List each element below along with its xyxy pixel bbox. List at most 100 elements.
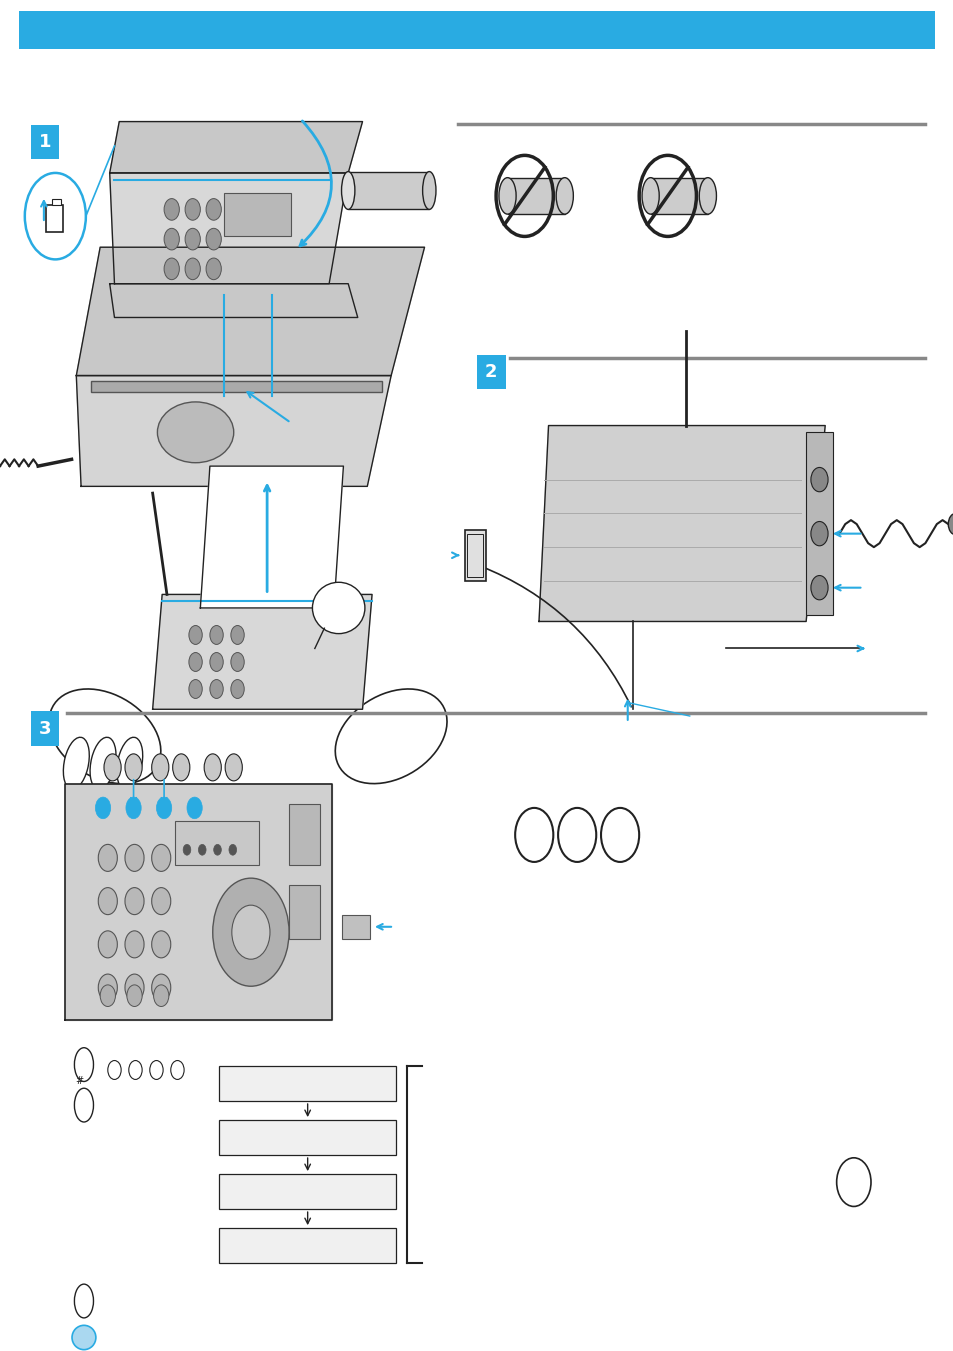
Circle shape xyxy=(206,258,221,280)
Circle shape xyxy=(187,797,202,819)
Circle shape xyxy=(231,653,244,671)
Bar xyxy=(476,355,505,389)
Circle shape xyxy=(125,931,144,958)
Circle shape xyxy=(810,521,827,546)
Ellipse shape xyxy=(104,754,121,781)
Circle shape xyxy=(156,797,172,819)
Circle shape xyxy=(185,228,200,250)
Circle shape xyxy=(210,653,223,671)
Ellipse shape xyxy=(63,738,90,789)
Circle shape xyxy=(210,680,223,698)
Bar xyxy=(19,11,934,49)
Circle shape xyxy=(152,974,171,1001)
Ellipse shape xyxy=(699,178,716,213)
Polygon shape xyxy=(110,122,362,173)
Circle shape xyxy=(98,844,117,871)
Circle shape xyxy=(947,513,953,535)
Polygon shape xyxy=(76,247,424,376)
Bar xyxy=(174,821,258,865)
Circle shape xyxy=(229,844,236,855)
Circle shape xyxy=(206,199,221,220)
Polygon shape xyxy=(65,784,332,1020)
Circle shape xyxy=(810,576,827,600)
Circle shape xyxy=(213,844,221,855)
Text: 1: 1 xyxy=(38,134,51,151)
Ellipse shape xyxy=(172,754,190,781)
Circle shape xyxy=(152,888,171,915)
Ellipse shape xyxy=(556,178,573,213)
Circle shape xyxy=(189,626,202,644)
Bar xyxy=(464,530,485,581)
Circle shape xyxy=(198,844,206,855)
Polygon shape xyxy=(76,376,391,486)
Circle shape xyxy=(152,844,171,871)
Ellipse shape xyxy=(498,178,516,213)
Ellipse shape xyxy=(335,689,447,784)
Circle shape xyxy=(185,199,200,220)
Circle shape xyxy=(231,626,244,644)
Circle shape xyxy=(125,888,144,915)
Circle shape xyxy=(125,844,144,871)
Polygon shape xyxy=(110,284,357,317)
Circle shape xyxy=(98,974,117,1001)
Bar xyxy=(289,885,319,939)
Circle shape xyxy=(810,467,827,492)
Circle shape xyxy=(153,985,169,1006)
Ellipse shape xyxy=(90,738,116,789)
Bar xyxy=(219,1174,395,1209)
Circle shape xyxy=(125,974,144,1001)
Polygon shape xyxy=(200,466,343,608)
Text: #: # xyxy=(75,1075,83,1085)
Bar xyxy=(46,205,63,232)
Text: 2: 2 xyxy=(484,363,497,381)
Ellipse shape xyxy=(49,689,161,784)
Circle shape xyxy=(100,985,115,1006)
Circle shape xyxy=(189,680,202,698)
Bar xyxy=(341,915,370,939)
Bar xyxy=(224,193,291,236)
Bar xyxy=(650,177,707,213)
Circle shape xyxy=(127,985,142,1006)
Bar xyxy=(805,432,832,615)
Ellipse shape xyxy=(72,1325,95,1350)
Circle shape xyxy=(206,228,221,250)
Bar xyxy=(467,534,482,577)
Ellipse shape xyxy=(116,738,143,789)
Circle shape xyxy=(185,258,200,280)
Bar xyxy=(219,1228,395,1263)
Circle shape xyxy=(98,888,117,915)
Bar xyxy=(507,177,564,213)
Bar xyxy=(348,172,429,209)
Text: 3: 3 xyxy=(38,720,51,738)
Circle shape xyxy=(164,258,179,280)
Bar xyxy=(51,199,61,205)
Polygon shape xyxy=(110,173,348,284)
Polygon shape xyxy=(538,426,824,621)
Ellipse shape xyxy=(225,754,242,781)
Bar xyxy=(30,711,59,746)
Circle shape xyxy=(232,905,270,959)
Ellipse shape xyxy=(341,172,355,209)
Bar xyxy=(91,381,381,392)
Circle shape xyxy=(231,680,244,698)
Ellipse shape xyxy=(312,582,364,634)
Ellipse shape xyxy=(157,403,233,462)
Circle shape xyxy=(152,931,171,958)
Ellipse shape xyxy=(641,178,659,213)
Circle shape xyxy=(164,228,179,250)
Circle shape xyxy=(183,844,191,855)
Ellipse shape xyxy=(422,172,436,209)
Circle shape xyxy=(210,626,223,644)
Circle shape xyxy=(213,878,289,986)
Ellipse shape xyxy=(152,754,169,781)
Bar xyxy=(289,804,319,865)
Circle shape xyxy=(189,653,202,671)
Bar xyxy=(219,1066,395,1101)
Circle shape xyxy=(98,931,117,958)
Ellipse shape xyxy=(204,754,221,781)
Circle shape xyxy=(25,173,86,259)
Circle shape xyxy=(95,797,111,819)
Circle shape xyxy=(126,797,141,819)
Polygon shape xyxy=(152,594,372,709)
Circle shape xyxy=(164,199,179,220)
